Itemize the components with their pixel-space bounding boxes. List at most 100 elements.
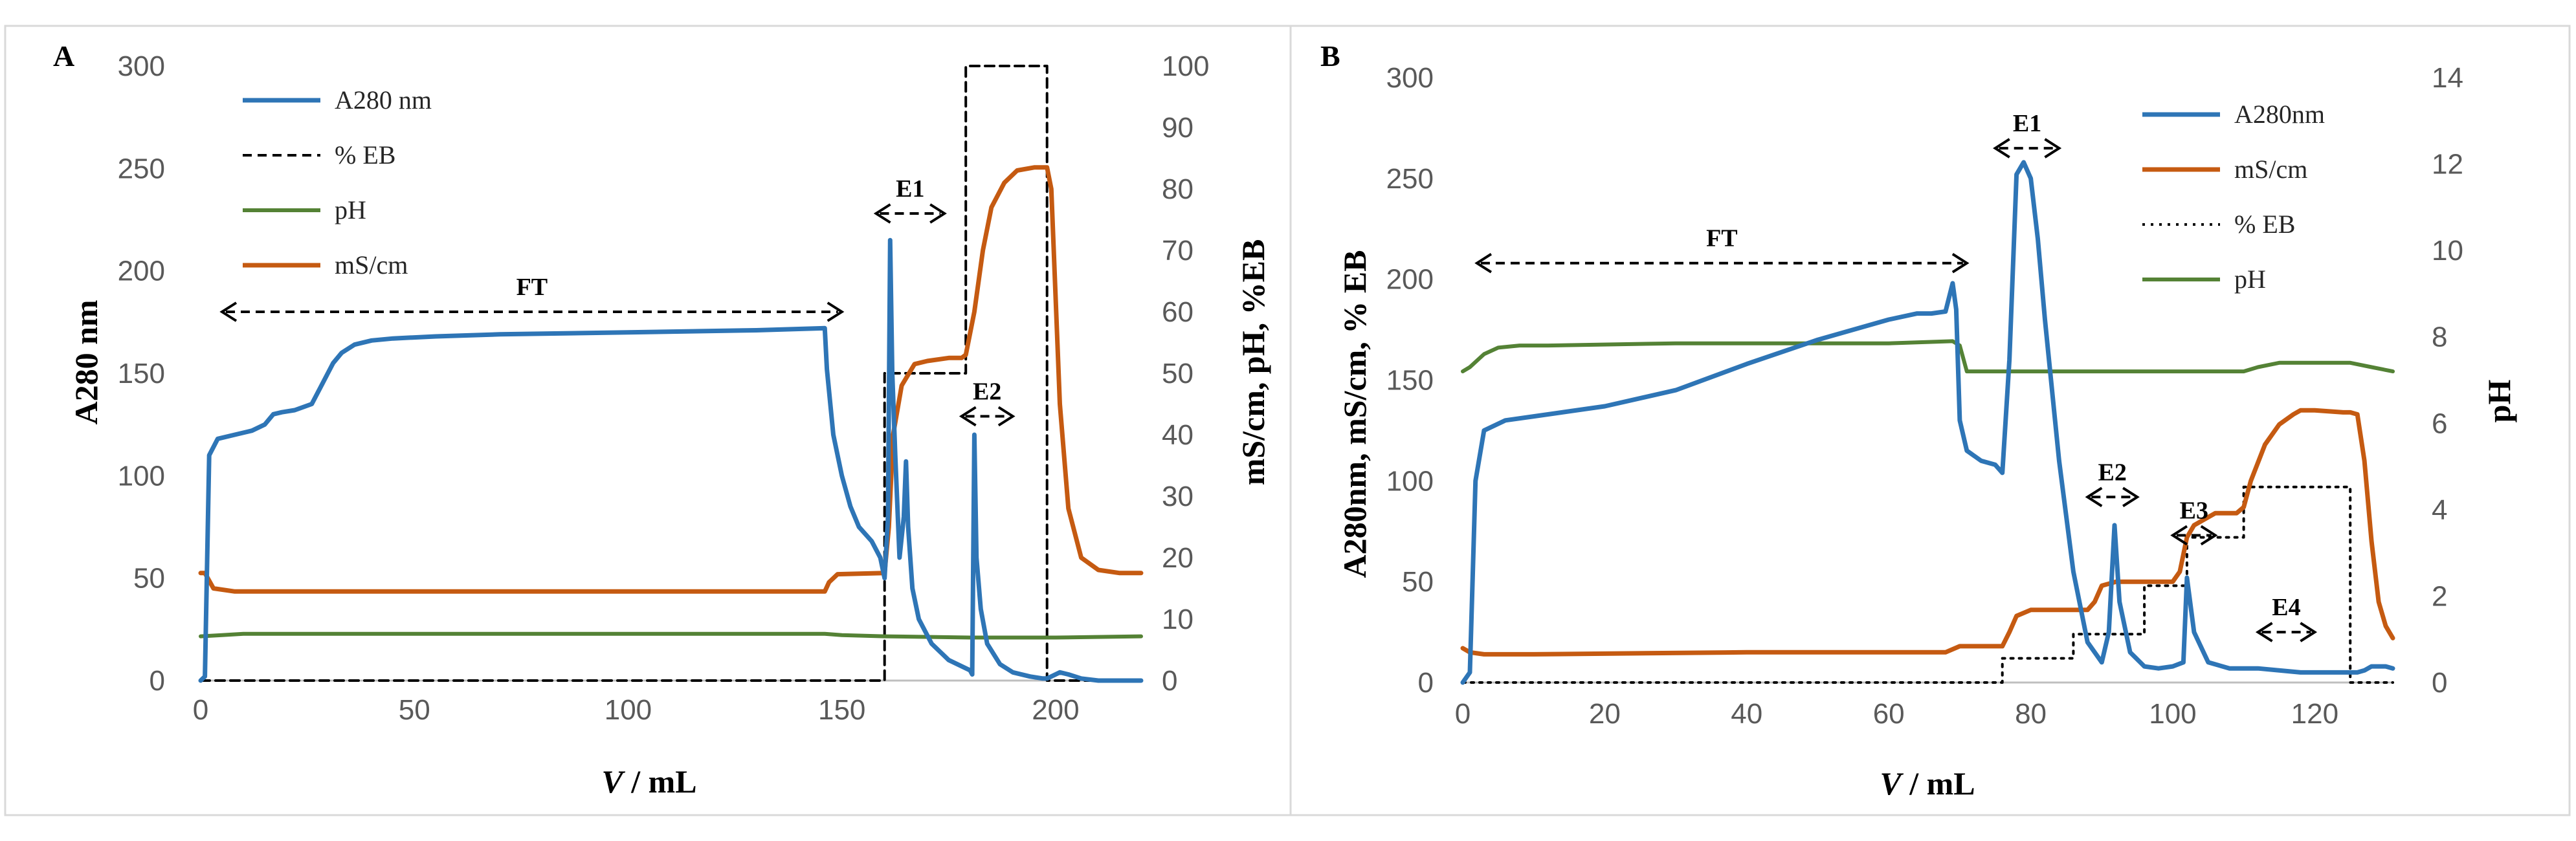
panel-a-y-right-title: mS/cm, pH, %EB bbox=[1235, 239, 1271, 486]
panel-a-y-right-tick-9: 90 bbox=[1162, 112, 1194, 144]
annotation-arrow-right-head bbox=[2300, 622, 2318, 642]
annotation-label: E2 bbox=[973, 378, 1001, 406]
panel-a-legend-item-eb: % EB bbox=[243, 140, 395, 169]
annotation-arrow-right-head bbox=[2044, 138, 2062, 158]
annotation-arrow-left-head bbox=[873, 203, 891, 224]
panel-a-annotation-e2: E2 bbox=[959, 378, 1016, 427]
annotation-arrow-left-head bbox=[2085, 486, 2103, 507]
panel-b-legend-item-cond: mS/cm bbox=[2142, 155, 2307, 184]
annotation-arrow-left-head bbox=[2255, 622, 2273, 642]
panel-b-x-tick-4: 80 bbox=[2015, 698, 2047, 730]
panel-b-legend-item-eb: % EB bbox=[2142, 210, 2295, 239]
panel-b-right-ticks: 0 2 4 6 8 10 12 14 bbox=[2432, 62, 2463, 699]
panel-b-annotation-e4: E4 bbox=[2255, 594, 2318, 642]
panel-b-y-left-tick-2: 100 bbox=[1386, 465, 1434, 497]
panel-b-y-left-tick-3: 150 bbox=[1386, 365, 1434, 397]
panel-b-series-cond bbox=[1460, 408, 2395, 657]
panel-b-y-right-tick-4: 8 bbox=[2432, 322, 2447, 353]
panel-a-x-tick-1: 50 bbox=[399, 694, 430, 726]
panel-a-series-ph bbox=[199, 631, 1143, 640]
annotation-label: E1 bbox=[2013, 110, 2041, 137]
panel-a-y-left-tick-5: 250 bbox=[118, 153, 165, 184]
panel-a-x-tick-2: 100 bbox=[605, 694, 652, 726]
panel-a-x-title: V / mL bbox=[601, 763, 696, 800]
panel-a-series-cond bbox=[198, 165, 1144, 594]
legend-label: mS/cm bbox=[2234, 155, 2307, 184]
annotation-label: FT bbox=[1706, 225, 1738, 252]
panel-a-annotation-ft: FT bbox=[219, 274, 845, 322]
annotation-arrow-left-head bbox=[959, 406, 977, 427]
panel-a-annotations: FT E1 E2 bbox=[219, 175, 1016, 427]
panel-a-left-ticks: 0 50 100 150 200 250 300 bbox=[118, 50, 165, 697]
panel-b-series bbox=[1460, 160, 2395, 685]
panel-a-right-ticks: 0 10 20 30 40 50 60 70 80 90 100 bbox=[1162, 50, 1209, 697]
panel-a-legend-item-cond: mS/cm bbox=[243, 250, 408, 279]
panel-b-y-right-tick-2: 4 bbox=[2432, 494, 2447, 526]
panel-b: B 0 50 100 150 200 250 300 0 2 4 6 8 10 12 14 0 20 40 60… bbox=[1289, 25, 2571, 816]
annotation-label: E3 bbox=[2180, 497, 2208, 524]
annotation-arrow-right-head bbox=[2200, 525, 2218, 546]
legend-label: A280nm bbox=[2234, 100, 2325, 129]
annotation-arrow-right-head bbox=[1951, 253, 1970, 274]
annotation-arrow-left-head bbox=[1992, 138, 2010, 158]
legend-label: mS/cm bbox=[335, 250, 408, 279]
legend-label: % EB bbox=[2234, 210, 2295, 239]
annotation-arrow-left-head bbox=[2170, 525, 2188, 546]
panel-b-y-left-tick-4: 200 bbox=[1386, 264, 1434, 296]
panel-b-x-tick-1: 20 bbox=[1589, 698, 1621, 730]
panel-b-x-title-var: V bbox=[1880, 765, 1904, 802]
panel-b-series-a280 bbox=[1460, 160, 2395, 685]
panel-a-y-left-tick-3: 150 bbox=[118, 358, 165, 389]
panel-b-annotations: FT E1 E2 E3 E4 bbox=[1474, 110, 2318, 642]
panel-a-x-ticks: 0 50 100 150 200 bbox=[193, 694, 1080, 726]
panel-b-y-right-title: pH bbox=[2481, 380, 2517, 423]
legend-label: pH bbox=[335, 195, 366, 224]
panel-b-x-title: V / mL bbox=[1880, 765, 1975, 802]
panel-a-x-tick-4: 200 bbox=[1032, 694, 1079, 726]
panel-b-series-eb bbox=[1461, 485, 2394, 684]
panel-a-y-left-title: A280 nm bbox=[68, 300, 104, 424]
panel-a-series-a280 bbox=[198, 237, 1144, 683]
panel-a-y-right-tick-10: 100 bbox=[1162, 50, 1209, 82]
panel-a-x-tick-0: 0 bbox=[193, 694, 208, 726]
panel-a-letter: A bbox=[53, 39, 74, 72]
legend-label: pH bbox=[2234, 265, 2266, 294]
panel-b-frame bbox=[1289, 25, 2571, 816]
annotation-arrow-left-head bbox=[219, 301, 238, 322]
panel-b-y-right-tick-7: 14 bbox=[2432, 62, 2463, 94]
annotation-arrow-right-head bbox=[997, 406, 1016, 427]
panel-a-series bbox=[198, 65, 1144, 683]
annotation-arrow-right-head bbox=[929, 203, 947, 224]
panel-b-annotation-ft: FT bbox=[1474, 225, 1970, 274]
panel-a-y-right-tick-7: 70 bbox=[1162, 235, 1194, 267]
annotation-arrow-left-head bbox=[1474, 253, 1493, 274]
panel-a: A 0 50 100 150 200 250 300 0 10 20 30 40 50 60 70 80 90… bbox=[4, 25, 1292, 816]
panel-a-y-left-tick-4: 200 bbox=[118, 256, 165, 287]
panel-b-annotation-e3: E3 bbox=[2170, 497, 2218, 546]
panel-a-legend: A280 nm % EB pH mS/cm bbox=[243, 85, 432, 279]
panel-b-legend: A280nm mS/cm % EB pH bbox=[2142, 100, 2325, 294]
panel-b-x-tick-6: 120 bbox=[2291, 698, 2338, 730]
panel-a-y-left-tick-6: 300 bbox=[118, 50, 165, 82]
panel-b-y-left-tick-1: 50 bbox=[1402, 566, 1434, 598]
panel-a-y-right-tick-2: 20 bbox=[1162, 542, 1194, 574]
panel-a-y-left-tick-0: 0 bbox=[150, 665, 165, 697]
legend-label: % EB bbox=[335, 140, 395, 169]
panel-b-y-right-tick-1: 2 bbox=[2432, 580, 2447, 612]
panel-b-y-right-tick-6: 12 bbox=[2432, 149, 2463, 180]
panel-b-letter: B bbox=[1320, 39, 1340, 72]
panel-b-series-ph bbox=[1461, 339, 2395, 374]
panel-a-annotation-e1: E1 bbox=[873, 175, 947, 224]
annotation-label: E4 bbox=[2272, 594, 2300, 621]
panel-b-y-left-title: A280nm, mS/cm, % EB bbox=[1337, 250, 1373, 578]
panel-a-y-left-tick-1: 50 bbox=[133, 563, 165, 595]
panel-a-legend-item-ph: pH bbox=[243, 195, 366, 224]
panel-b-x-tick-3: 60 bbox=[1873, 698, 1905, 730]
panel-a-y-left-tick-2: 100 bbox=[118, 460, 165, 492]
panel-a-y-right-tick-5: 50 bbox=[1162, 358, 1194, 389]
annotation-arrow-right-head bbox=[827, 301, 845, 322]
panel-a-y-right-tick-1: 10 bbox=[1162, 604, 1194, 635]
panel-b-annotation-e1: E1 bbox=[1992, 110, 2062, 158]
panel-b-annotation-e2: E2 bbox=[2085, 459, 2140, 507]
